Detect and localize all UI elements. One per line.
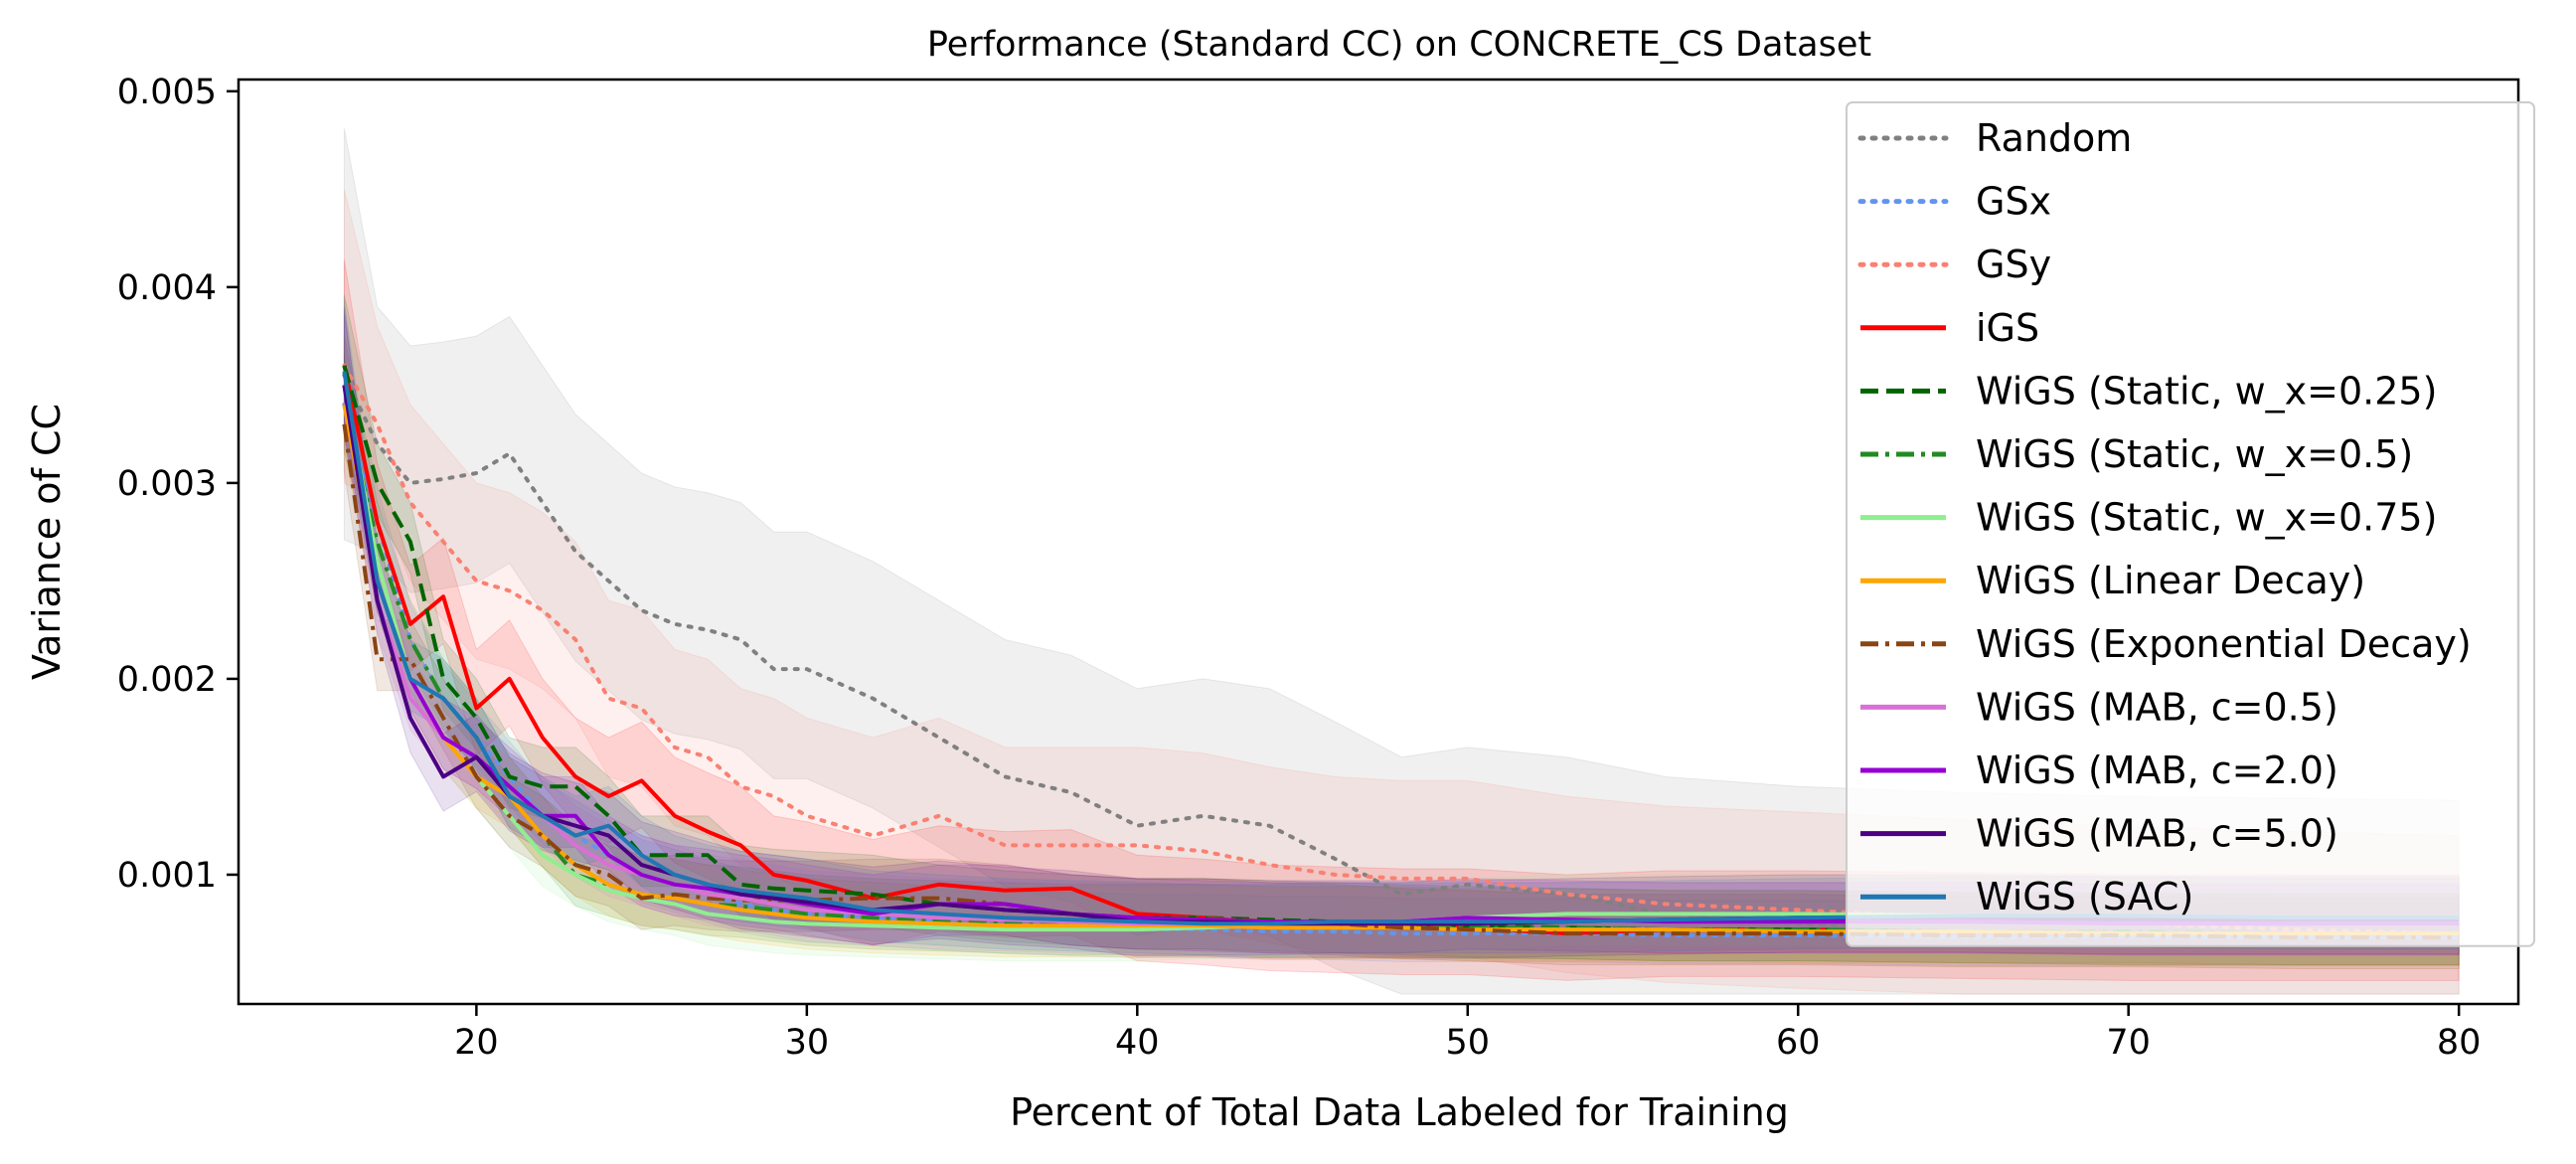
legend-label-wigs-static-w-x-0-25: WiGS (Static, w_x=0.25)	[1976, 369, 2437, 413]
x-tick-label: 70	[2106, 1023, 2151, 1063]
chart-title: Performance (Standard CC) on CONCRETE_CS…	[927, 25, 1871, 65]
series-line-gsy	[342, 363, 2462, 936]
x-tick-label: 30	[785, 1023, 830, 1063]
series-lines	[342, 363, 2462, 939]
y-tick-label: 0.001	[117, 856, 217, 896]
legend-label-igs: iGS	[1976, 306, 2039, 350]
legend-frame	[1846, 101, 2535, 947]
y-tick-label: 0.002	[117, 660, 217, 700]
band-gsy	[343, 189, 2460, 995]
y-tick-label: 0.005	[117, 73, 217, 112]
legend-label-wigs-sac: WiGS (SAC)	[1976, 875, 2193, 918]
y-axis: 0.001 0.002 0.003 0.004 0.005	[117, 73, 239, 896]
y-tick-label: 0.003	[117, 464, 217, 504]
legend-label-wigs-mab-c-0-5: WiGS (MAB, c=0.5)	[1976, 685, 2338, 729]
y-axis-title: Variance of CC	[25, 404, 69, 680]
series-line-wigs-linear-decay	[342, 404, 2460, 936]
x-axis: 20 30 40 50 60 70 80	[454, 1004, 2481, 1063]
legend: Random GSx GSy iGS WiGS (Static, w_x=0.25) Wi…	[1846, 101, 2535, 947]
legend-label-wigs-static-w-x-0-75: WiGS (Static, w_x=0.75)	[1976, 496, 2437, 540]
x-axis-title: Percent of Total Data Labeled for Traini…	[1010, 1090, 1789, 1134]
x-tick-label: 60	[1776, 1023, 1821, 1063]
legend-label-wigs-exponential-decay: WiGS (Exponential Decay)	[1976, 622, 2472, 666]
legend-label-random: Random	[1976, 116, 2132, 160]
legend-label-wigs-mab-c-2-0: WiGS (MAB, c=2.0)	[1976, 748, 2338, 792]
series-line-wigs-sac	[342, 371, 2460, 926]
series-line-wigs-static-w-x-0-75	[342, 385, 2460, 932]
x-tick-label: 20	[454, 1023, 499, 1063]
legend-label-wigs-linear-decay: WiGS (Linear Decay)	[1976, 559, 2365, 602]
legend-label-wigs-static-w-x-0-5: WiGS (Static, w_x=0.5)	[1976, 432, 2413, 476]
x-tick-label: 50	[1445, 1023, 1490, 1063]
y-tick-label: 0.004	[117, 268, 217, 308]
x-tick-label: 40	[1115, 1023, 1160, 1063]
legend-label-gsx: GSx	[1976, 180, 2051, 224]
x-tick-label: 80	[2437, 1023, 2482, 1063]
legend-label-gsy: GSy	[1976, 243, 2051, 286]
series-line-random	[342, 373, 2462, 939]
series-line-wigs-exponential-decay	[342, 423, 2460, 939]
band-random	[343, 128, 2460, 995]
legend-label-wigs-mab-c-5-0: WiGS (MAB, c=5.0)	[1976, 812, 2338, 856]
